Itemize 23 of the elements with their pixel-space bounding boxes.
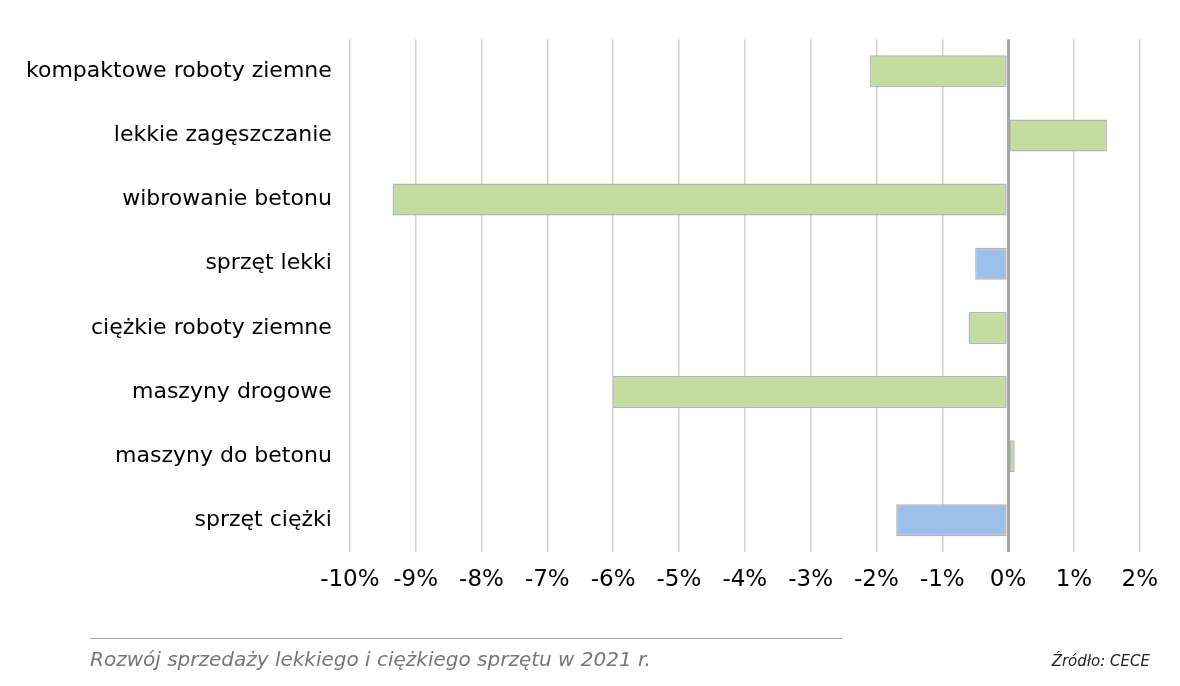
x-tick-label: -7%	[524, 565, 570, 592]
y-tick-label: maszyny do betonu	[115, 441, 332, 467]
y-tick-label: lekkie zagęszczanie	[113, 121, 332, 147]
x-tick-label: -4%	[722, 565, 768, 592]
y-tick-label: ciężkie roboty ziemne	[90, 313, 332, 339]
x-tick-label: -6%	[590, 565, 636, 592]
x-tick-label: -1%	[919, 565, 965, 592]
x-tick-label: -10%	[320, 565, 380, 592]
y-tick-label: wibrowanie betonu	[122, 185, 332, 211]
y-tick-label: sprzęt lekki	[205, 249, 332, 275]
x-tick-label: -8%	[459, 565, 504, 592]
x-tick-label: -3%	[788, 565, 834, 592]
x-tick-label: 0%	[989, 565, 1027, 592]
text: Źródło: CECE	[1051, 652, 1150, 670]
text: Rozwój sprzedaży lekkiego i ciężkiego sprzętu w 2021 r.	[90, 647, 651, 671]
x-tick-label: -5%	[656, 565, 702, 592]
x-tick-label: 1%	[1055, 565, 1093, 592]
x-tick-label: -2%	[854, 565, 899, 592]
x-tick-label: -9%	[393, 565, 439, 592]
y-tick-label: maszyny drogowe	[131, 377, 332, 403]
x-tick-label: 2%	[1121, 565, 1159, 592]
y-tick-label: sprzęt ciężki	[194, 506, 332, 532]
y-tick-label: kompaktowe roboty ziemne	[25, 56, 332, 82]
